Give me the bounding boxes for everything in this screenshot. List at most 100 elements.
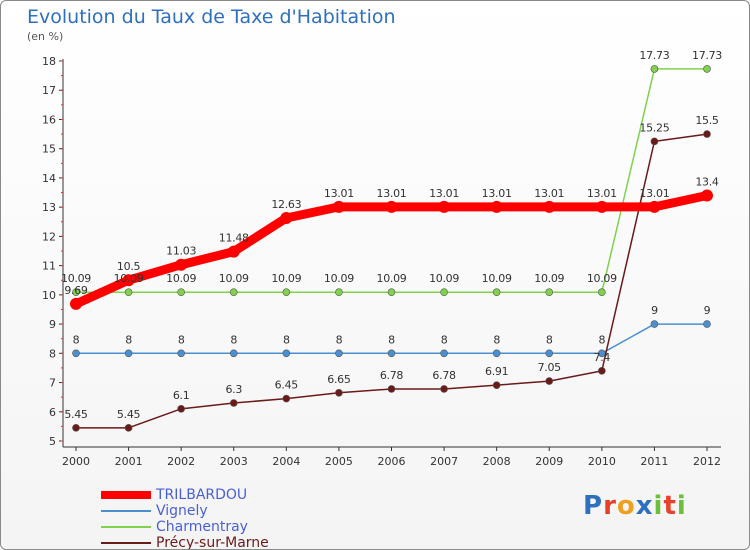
- data-point: [335, 388, 343, 397]
- proxiti-logo: Proxiti: [583, 491, 687, 521]
- data-label: 10.09: [271, 272, 301, 285]
- data-label: 9.69: [64, 284, 88, 297]
- y-tick-label: 18: [42, 55, 56, 68]
- data-label: 12.63: [271, 198, 301, 211]
- data-point: [703, 65, 711, 73]
- logo-letter: i: [653, 491, 664, 521]
- data-label: 13.01: [534, 187, 564, 200]
- data-label: 6.91: [485, 365, 508, 378]
- data-label: 8: [546, 333, 553, 346]
- data-point: [387, 288, 396, 297]
- data-label: 13.4: [695, 175, 719, 188]
- data-label: 6.1: [173, 389, 190, 402]
- x-tick-label: 2006: [378, 455, 406, 468]
- data-point: [545, 288, 554, 297]
- data-point: [543, 200, 556, 213]
- data-point: [72, 424, 80, 432]
- data-label: 10.09: [534, 272, 564, 285]
- data-point: [229, 288, 238, 297]
- data-point: [175, 258, 188, 271]
- data-label: 10.09: [324, 272, 354, 285]
- data-point: [598, 367, 606, 375]
- y-tick-label: 9: [49, 318, 56, 331]
- data-point: [122, 274, 135, 287]
- legend: TRILBARDOU Vignely Charmentray Précy-sur-Ma…: [101, 487, 269, 550]
- data-point: [545, 349, 554, 358]
- legend-item: TRILBARDOU: [101, 487, 269, 503]
- data-label: 13.01: [377, 187, 407, 200]
- logo-letter: x: [635, 491, 654, 521]
- data-point: [282, 349, 291, 358]
- data-point: [72, 349, 80, 358]
- data-label: 8: [493, 333, 500, 346]
- logo-letter: P: [583, 491, 604, 521]
- data-point: [124, 349, 133, 358]
- y-tick-label: 17: [42, 84, 56, 97]
- logo-letter: o: [616, 491, 636, 521]
- data-label: 6.3: [225, 383, 242, 396]
- data-point: [650, 65, 659, 73]
- series-line: [75, 68, 708, 293]
- y-tick-label: 15: [42, 143, 56, 156]
- data-point: [440, 349, 448, 358]
- data-label: 17.73: [639, 49, 669, 62]
- data-point: [595, 200, 608, 213]
- data-point: [440, 288, 448, 297]
- legend-label: Vignely: [156, 503, 208, 519]
- y-tick-label: 8: [49, 347, 56, 360]
- x-tick-label: 2007: [430, 455, 458, 468]
- data-label: 10.5: [117, 260, 141, 273]
- data-label: 8: [73, 333, 80, 346]
- data-label: 10.09: [587, 272, 617, 285]
- data-point: [177, 288, 185, 297]
- data-label: 13.01: [324, 187, 354, 200]
- data-point: [703, 130, 711, 138]
- data-point: [648, 200, 661, 213]
- data-point: [229, 349, 238, 358]
- x-tick-label: 2000: [62, 455, 90, 468]
- data-point: [229, 399, 238, 407]
- data-point: [490, 200, 503, 213]
- y-tick-label: 12: [42, 230, 56, 243]
- data-point: [387, 385, 396, 393]
- data-point: [124, 288, 133, 297]
- data-point: [70, 297, 82, 310]
- legend-label: Précy-sur-Marne: [156, 535, 269, 550]
- data-label: 8: [125, 333, 132, 346]
- y-axis-unit: (en %): [27, 30, 64, 43]
- data-point: [335, 349, 343, 358]
- chart-title: Evolution du Taux de Taxe d'Habitation: [27, 6, 396, 28]
- data-point: [177, 349, 185, 358]
- data-label: 6.78: [432, 369, 456, 382]
- data-label: 10.09: [377, 272, 407, 285]
- y-tick-label: 6: [49, 406, 56, 419]
- data-point: [492, 288, 501, 297]
- data-point: [72, 288, 80, 297]
- data-point: [438, 200, 451, 213]
- x-tick-label: 2008: [483, 455, 511, 468]
- data-label: 6.45: [275, 379, 299, 392]
- legend-swatch: [101, 542, 151, 544]
- data-label: 9: [704, 304, 711, 317]
- y-tick-label: 11: [42, 260, 56, 273]
- data-label: 10.09: [114, 272, 144, 285]
- y-tick-label: 10: [42, 289, 56, 302]
- data-label: 6.78: [380, 369, 404, 382]
- data-label: 6.65: [327, 373, 351, 386]
- data-label: 8: [598, 333, 605, 346]
- data-point: [545, 377, 554, 385]
- data-label: 8: [336, 333, 343, 346]
- data-point: [124, 424, 133, 432]
- logo-letter: t: [663, 491, 677, 521]
- data-label: 5.45: [64, 408, 88, 421]
- data-label: 15.25: [639, 121, 669, 134]
- logo-letter: r: [603, 491, 617, 521]
- data-label: 15.5: [695, 114, 719, 127]
- data-label: 10.09: [166, 272, 196, 285]
- data-point: [440, 385, 448, 393]
- data-label: 13.01: [429, 187, 459, 200]
- data-point: [492, 381, 501, 389]
- data-label: 10.09: [429, 272, 459, 285]
- x-tick-label: 2004: [272, 455, 300, 468]
